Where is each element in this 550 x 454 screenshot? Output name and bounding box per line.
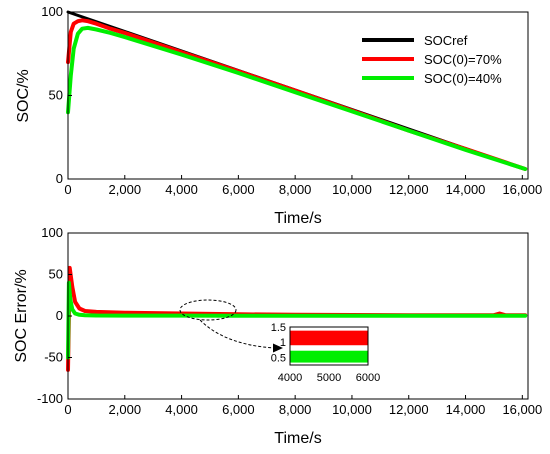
- inset-x-tick-label: 5000: [317, 372, 341, 384]
- soc-x-tick-label: 10,000: [332, 182, 372, 197]
- soc-plot-area: [66, 10, 528, 171]
- soc-x-tick-label: 4,000: [165, 182, 198, 197]
- zoom-ellipse: [179, 299, 237, 321]
- soc-x-tick-label: 0: [64, 182, 71, 197]
- inset-y-tick-label: 0.5: [271, 352, 286, 364]
- soc-error-x-tick-label: 16,000: [502, 402, 542, 417]
- soc-error-y-ticks: -100 -50 0 50 100: [37, 225, 72, 406]
- soc-error-plot-area: [66, 265, 528, 372]
- soc-x-tick-label: 2,000: [109, 182, 142, 197]
- soc-y-ticks: 0 50 100: [41, 4, 72, 186]
- soc-y-tick-label: 100: [41, 4, 63, 19]
- soc-error-y-tick-label: 0: [56, 308, 63, 323]
- soc-error-y-tick-label: -50: [44, 350, 63, 365]
- soc-x-tick-label: 14,000: [446, 182, 486, 197]
- soc-error-x-tick-label: 2,000: [109, 402, 142, 417]
- soc-error-chart: 0 2,000 4,000 6,000 8,000 10,000 12,000 14,000 1…: [13, 225, 542, 447]
- soc-x-tick-label: 8,000: [279, 182, 312, 197]
- soc-y-axis-label: SOC/%: [15, 69, 32, 122]
- inset-frame: [289, 326, 369, 366]
- soc-error-x-tick-label: 6,000: [222, 402, 255, 417]
- inset-band-0: [290, 330, 368, 346]
- soc-error-y-axis-label: SOC Error/%: [13, 269, 30, 362]
- soc-x-tick-label: 16,000: [502, 182, 542, 197]
- soc-error-y-tick-label: 50: [49, 267, 63, 282]
- soc-error-x-tick-label: 10,000: [332, 402, 372, 417]
- soc-error-y-tick-label: -100: [37, 391, 63, 406]
- soc-error-series-1: [66, 280, 528, 360]
- inset-band-1: [290, 350, 368, 363]
- legend-label-1: SOC(0)=70%: [424, 52, 502, 67]
- zoom-arrow-head: [273, 343, 283, 353]
- soc-error-x-tick-label: 14,000: [446, 402, 486, 417]
- soc-y-tick-label: 0: [56, 171, 63, 186]
- soc-series-2: [66, 25, 528, 171]
- zoom-arrow: [199, 319, 276, 349]
- soc-error-x-tick-label: 4,000: [165, 402, 198, 417]
- inset-y-tick-label: 1.5: [271, 322, 286, 334]
- soc-error-y-tick-label: 100: [41, 225, 63, 240]
- zoom-inset: 4000 5000 6000 1.5 1 0.5: [271, 322, 381, 384]
- soc-error-x-tick-label: 0: [64, 402, 71, 417]
- soc-error-x-axis-label: Time/s: [274, 430, 321, 447]
- inset-y-tick-label: 1: [280, 337, 286, 349]
- inset-x-tick-label: 6000: [356, 372, 380, 384]
- soc-y-tick-label: 50: [49, 88, 63, 103]
- soc-x-tick-label: 6,000: [222, 182, 255, 197]
- soc-x-axis-label: Time/s: [274, 210, 321, 227]
- soc-chart: 0 2,000 4,000 6,000 8,000 10,000 12,000 14,000 1…: [15, 4, 542, 227]
- soc-x-ticks: 0 2,000 4,000 6,000 8,000 10,000 12,000 14,000 1…: [64, 175, 542, 197]
- legend-label-0: SOCref: [424, 33, 468, 48]
- inset-x-tick-label: 4000: [278, 372, 302, 384]
- legend-label-2: SOC(0)=40%: [424, 71, 502, 86]
- soc-x-tick-label: 12,000: [389, 182, 429, 197]
- soc-error-x-tick-label: 8,000: [279, 402, 312, 417]
- soc-error-x-ticks: 0 2,000 4,000 6,000 8,000 10,000 12,000 14,000 1…: [64, 395, 542, 417]
- soc-legend: SOCref SOC(0)=70% SOC(0)=40%: [362, 33, 502, 86]
- soc-error-x-tick-label: 12,000: [389, 402, 429, 417]
